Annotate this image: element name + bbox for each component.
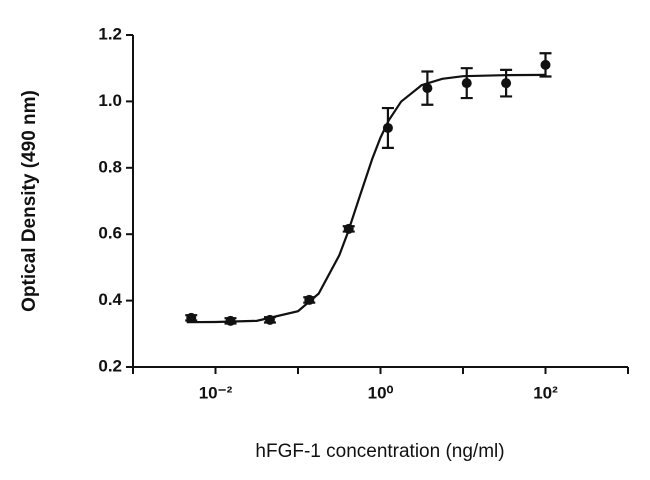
data-point <box>382 122 393 133</box>
data-point <box>304 294 315 305</box>
x-tick-label: 10⁻² <box>199 383 233 402</box>
data-point <box>501 78 512 89</box>
x-tick-label: 10⁰ <box>368 383 394 402</box>
data-point <box>264 314 275 325</box>
y-tick-label: 0.2 <box>98 356 122 375</box>
data-point <box>422 83 433 94</box>
y-tick-label: 1.2 <box>98 24 122 43</box>
x-axis-title: hFGF-1 concentration (ng/ml) <box>255 441 504 462</box>
y-axis-title: Optical Density (490 nm) <box>19 90 40 312</box>
data-point <box>343 223 354 234</box>
y-tick-label: 0.6 <box>98 224 122 243</box>
y-tick-label: 1.0 <box>98 91 122 110</box>
fit-curve <box>186 73 546 324</box>
y-tick-label: 0.8 <box>98 157 122 176</box>
y-tick-label: 0.4 <box>98 290 122 309</box>
data-point <box>225 315 236 326</box>
x-tick-label: 10² <box>533 383 558 402</box>
data-point <box>461 78 472 89</box>
data-point <box>186 312 197 323</box>
data-point <box>540 59 551 70</box>
